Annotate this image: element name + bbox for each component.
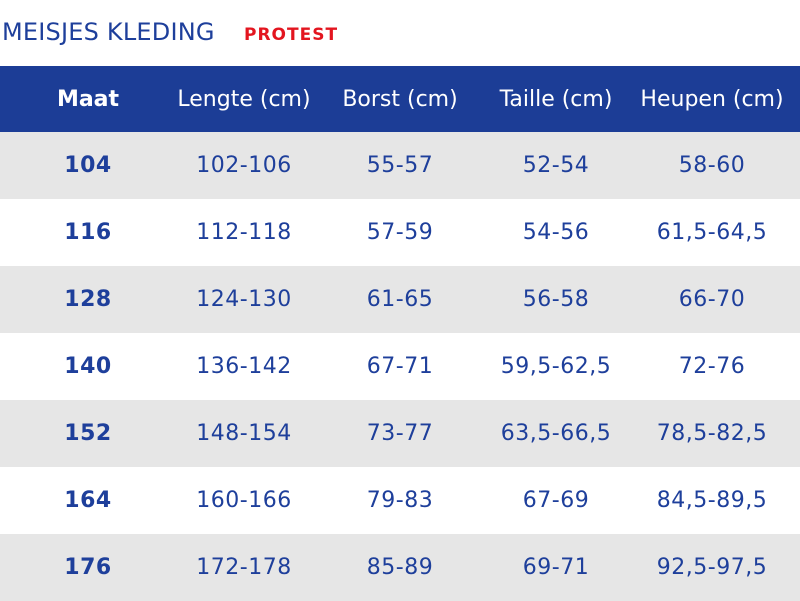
cell-lengte: 124-130 <box>196 287 292 312</box>
cell-taille: 67-69 <box>522 488 590 513</box>
header-taille: Taille (cm) <box>499 86 613 112</box>
cell-lengte: 160-166 <box>196 488 292 513</box>
cell-maat: 116 <box>64 220 112 245</box>
cell-maat: 176 <box>64 555 112 580</box>
cell-maat: 164 <box>64 488 112 513</box>
cell-maat: 140 <box>64 354 112 379</box>
cell-maat: 128 <box>64 287 112 312</box>
cell-borst: 67-71 <box>366 354 434 379</box>
page-title: MEISJES KLEDING <box>2 18 215 46</box>
cell-lengte: 112-118 <box>196 220 292 245</box>
header-lengte: Lengte (cm) <box>177 86 311 112</box>
cell-heupen: 58-60 <box>678 153 746 178</box>
cell-borst: 73-77 <box>366 421 434 446</box>
title-bar: MEISJES KLEDING PROTEST <box>0 0 800 66</box>
cell-taille: 52-54 <box>522 153 590 178</box>
cell-heupen: 72-76 <box>678 354 746 379</box>
cell-heupen: 66-70 <box>678 287 746 312</box>
cell-borst: 79-83 <box>366 488 434 513</box>
table-row: 140 136-142 67-71 59,5-62,5 72-76 <box>0 333 800 400</box>
cell-maat: 104 <box>64 153 112 178</box>
cell-taille: 59,5-62,5 <box>500 354 612 379</box>
cell-taille: 63,5-66,5 <box>500 421 612 446</box>
table-row: 176 172-178 85-89 69-71 92,5-97,5 <box>0 534 800 601</box>
cell-heupen: 92,5-97,5 <box>656 555 768 580</box>
table-row: 104 102-106 55-57 52-54 58-60 <box>0 132 800 199</box>
cell-borst: 61-65 <box>366 287 434 312</box>
cell-taille: 56-58 <box>522 287 590 312</box>
cell-lengte: 172-178 <box>196 555 292 580</box>
cell-taille: 54-56 <box>522 220 590 245</box>
cell-lengte: 148-154 <box>196 421 292 446</box>
cell-taille: 69-71 <box>522 555 590 580</box>
cell-heupen: 61,5-64,5 <box>656 220 768 245</box>
header-maat: Maat <box>56 86 120 112</box>
table-row: 116 112-118 57-59 54-56 61,5-64,5 <box>0 199 800 266</box>
cell-borst: 55-57 <box>366 153 434 178</box>
table-row: 164 160-166 79-83 67-69 84,5-89,5 <box>0 467 800 534</box>
cell-borst: 85-89 <box>366 555 434 580</box>
cell-borst: 57-59 <box>366 220 434 245</box>
table-row: 128 124-130 61-65 56-58 66-70 <box>0 266 800 333</box>
cell-heupen: 84,5-89,5 <box>656 488 768 513</box>
brand-label: PROTEST <box>244 25 339 45</box>
header-heupen: Heupen (cm) <box>640 86 784 112</box>
cell-lengte: 136-142 <box>196 354 292 379</box>
cell-maat: 152 <box>64 421 112 446</box>
table-row: 152 148-154 73-77 63,5-66,5 78,5-82,5 <box>0 400 800 467</box>
cell-heupen: 78,5-82,5 <box>656 421 768 446</box>
header-borst: Borst (cm) <box>342 86 458 112</box>
table-header-row: Maat Lengte (cm) Borst (cm) Taille (cm) … <box>0 66 800 132</box>
cell-lengte: 102-106 <box>196 153 292 178</box>
